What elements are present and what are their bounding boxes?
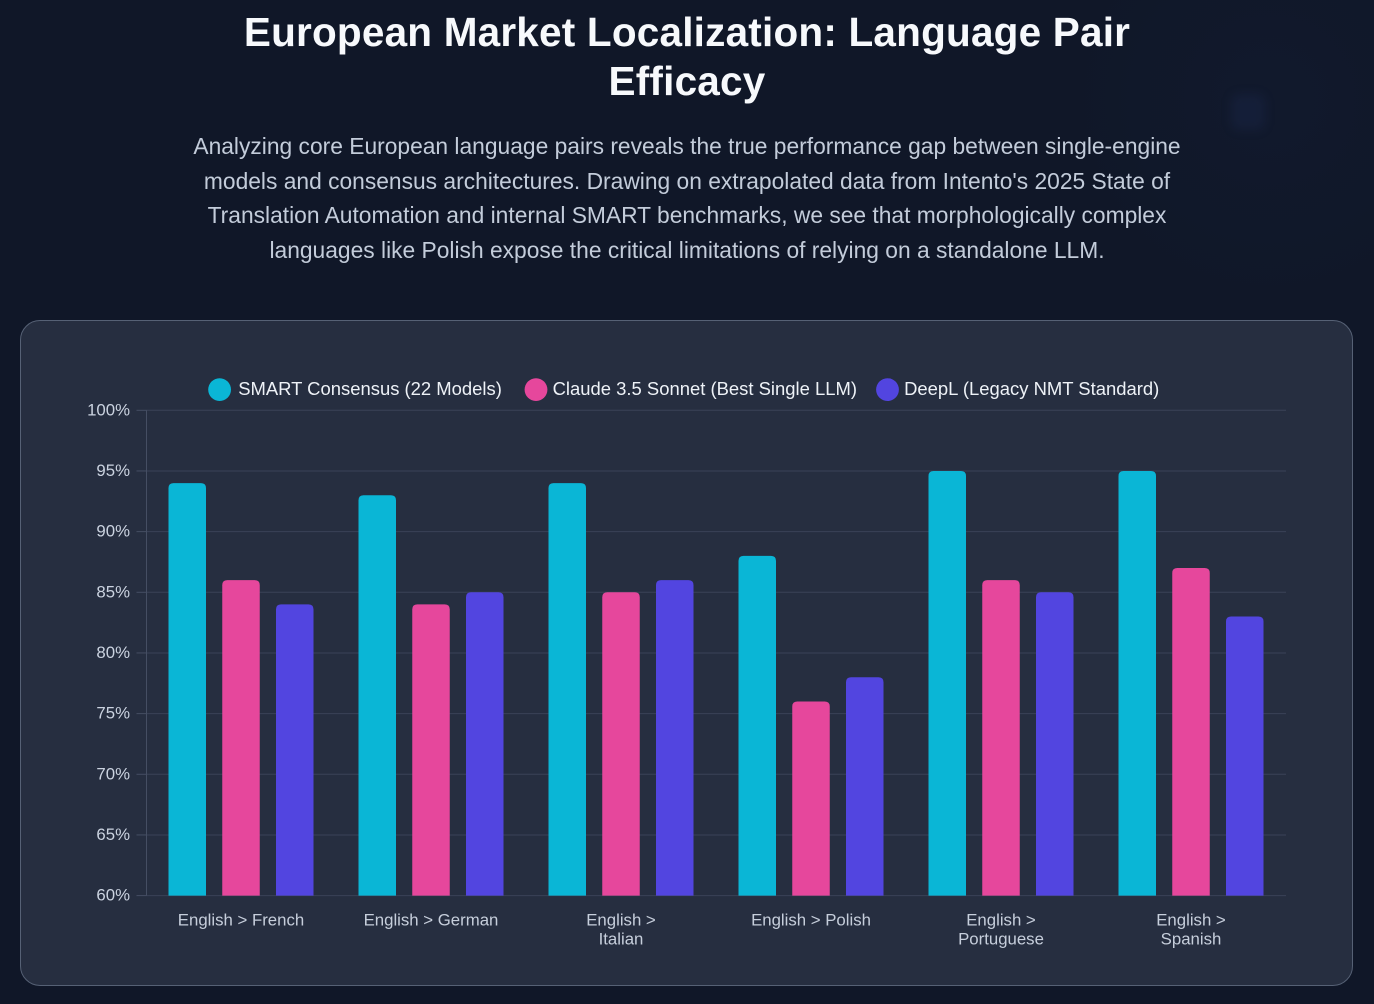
- svg-text:English > German: English > German: [364, 911, 499, 930]
- svg-text:Spanish: Spanish: [1161, 930, 1222, 949]
- svg-text:60%: 60%: [96, 886, 130, 905]
- svg-text:Portuguese: Portuguese: [958, 930, 1044, 949]
- svg-text:85%: 85%: [96, 582, 130, 601]
- svg-text:English > Polish: English > Polish: [751, 911, 871, 930]
- svg-text:English > French: English > French: [178, 911, 304, 930]
- svg-text:English >: English >: [586, 911, 656, 930]
- svg-text:SMART Consensus (22 Models): SMART Consensus (22 Models): [238, 378, 502, 399]
- svg-text:100%: 100%: [87, 400, 130, 419]
- svg-text:70%: 70%: [96, 764, 130, 783]
- svg-text:DeepL (Legacy NMT Standard): DeepL (Legacy NMT Standard): [904, 378, 1159, 399]
- svg-text:English >: English >: [1156, 911, 1226, 930]
- svg-text:90%: 90%: [96, 522, 130, 541]
- svg-text:Claude 3.5 Sonnet (Best Single: Claude 3.5 Sonnet (Best Single LLM): [553, 378, 857, 399]
- svg-text:75%: 75%: [96, 704, 130, 723]
- svg-text:95%: 95%: [96, 461, 130, 480]
- svg-text:80%: 80%: [96, 643, 130, 662]
- svg-text:Italian: Italian: [599, 930, 644, 949]
- svg-text:English >: English >: [966, 911, 1036, 930]
- svg-text:65%: 65%: [96, 825, 130, 844]
